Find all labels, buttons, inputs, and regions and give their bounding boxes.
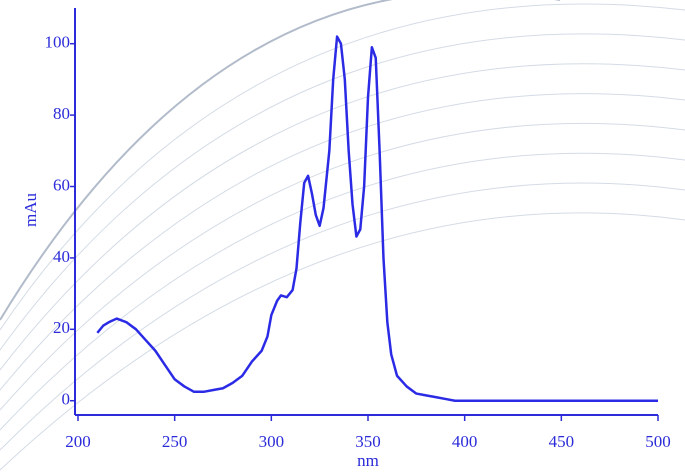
y-tick-label: 20: [53, 318, 70, 337]
x-tick-label: 250: [162, 432, 188, 451]
y-axis-title: mAu: [21, 193, 40, 228]
y-tick-label: 80: [53, 104, 70, 123]
y-tick-label: 0: [62, 390, 71, 409]
x-tick-label: 500: [645, 432, 671, 451]
x-tick-label: 400: [452, 432, 478, 451]
y-tick-label: 40: [53, 247, 70, 266]
y-tick-label: 60: [53, 175, 70, 194]
x-tick-label: 450: [549, 432, 575, 451]
x-tick-label: 300: [259, 432, 285, 451]
y-tick-label: 100: [45, 33, 71, 52]
x-tick-label: 200: [65, 432, 91, 451]
x-tick-label: 350: [355, 432, 381, 451]
spectrum-line: [96, 35, 658, 402]
x-axis-title: nm: [357, 451, 379, 470]
